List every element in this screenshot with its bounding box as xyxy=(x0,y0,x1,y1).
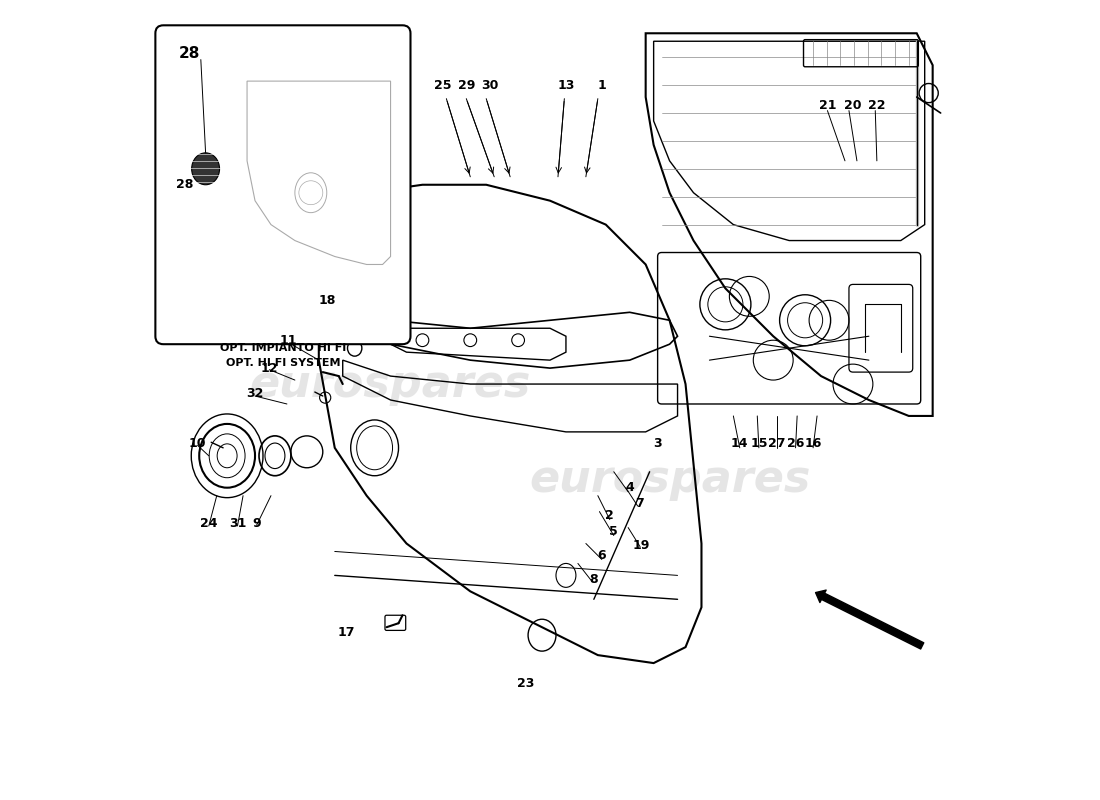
Text: 19: 19 xyxy=(632,538,650,551)
Text: 27: 27 xyxy=(769,438,786,450)
Text: eurospares: eurospares xyxy=(250,362,531,406)
Text: 1: 1 xyxy=(597,78,606,91)
Text: 31: 31 xyxy=(229,517,246,530)
Text: 30: 30 xyxy=(482,78,499,91)
Text: 17: 17 xyxy=(338,626,355,639)
Ellipse shape xyxy=(191,153,220,185)
Text: 29: 29 xyxy=(458,78,475,91)
Text: 32: 32 xyxy=(246,387,264,400)
Text: 10: 10 xyxy=(189,438,207,450)
Text: 4: 4 xyxy=(625,481,634,494)
Text: 23: 23 xyxy=(517,677,535,690)
Text: 6: 6 xyxy=(597,549,606,562)
Text: 28: 28 xyxy=(176,178,194,191)
Text: 24: 24 xyxy=(200,517,218,530)
Text: OPT. HI FI SYSTEM: OPT. HI FI SYSTEM xyxy=(226,358,340,368)
Text: 2: 2 xyxy=(605,509,614,522)
Text: OPT. IMPIANTO HI FI: OPT. IMPIANTO HI FI xyxy=(220,343,346,353)
Text: 3: 3 xyxy=(653,438,662,450)
Text: 7: 7 xyxy=(635,497,643,510)
Text: 15: 15 xyxy=(750,438,768,450)
Text: 16: 16 xyxy=(804,438,822,450)
FancyBboxPatch shape xyxy=(155,26,410,344)
Text: 25: 25 xyxy=(433,78,451,91)
Text: 12: 12 xyxy=(261,362,278,374)
Text: eurospares: eurospares xyxy=(529,458,811,502)
Text: 9: 9 xyxy=(252,517,261,530)
Text: 14: 14 xyxy=(732,438,748,450)
Text: 22: 22 xyxy=(868,98,886,111)
Text: 26: 26 xyxy=(786,438,804,450)
Text: 28: 28 xyxy=(179,46,200,61)
Text: 18: 18 xyxy=(318,294,336,307)
Text: 21: 21 xyxy=(818,98,836,111)
Text: 20: 20 xyxy=(844,98,861,111)
Text: 5: 5 xyxy=(609,525,618,538)
Text: 11: 11 xyxy=(279,334,297,346)
Text: 8: 8 xyxy=(590,573,598,586)
Text: 13: 13 xyxy=(558,78,574,91)
